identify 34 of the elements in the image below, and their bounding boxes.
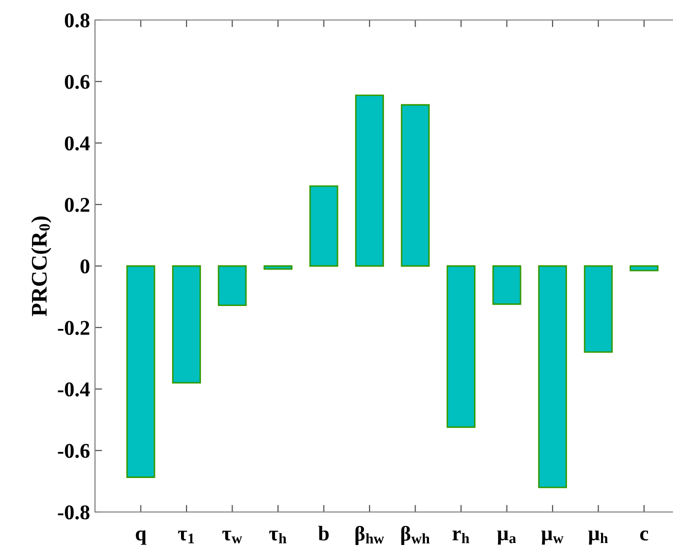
bar xyxy=(492,265,522,305)
y-tick-label: 0.2 xyxy=(64,198,90,212)
x-tick-label: b xyxy=(318,526,329,541)
bar xyxy=(218,265,247,306)
y-tick-label: -0.8 xyxy=(58,505,90,520)
bar xyxy=(538,265,567,488)
bar xyxy=(630,265,658,272)
x-tick-label: q xyxy=(136,530,146,545)
bar xyxy=(172,265,201,384)
x-tick-label: μ$_{w}$ xyxy=(541,530,564,545)
x-tick-label: β$_{wh}$ xyxy=(401,526,430,545)
y-tick-label: -0.4 xyxy=(58,382,90,397)
x-tick-label: τ$_{1}$ xyxy=(178,530,194,544)
x-tick-label: μ$_{a}$ xyxy=(497,530,516,545)
y-tick-label: -0.2 xyxy=(58,320,90,336)
x-tick-label: r$_{h}$ xyxy=(452,530,470,544)
y-tick-label: 0.8 xyxy=(64,13,90,28)
bar xyxy=(446,265,476,428)
bar xyxy=(584,265,613,353)
bar xyxy=(126,265,156,478)
y-axis-title: PRCC(R$_{0}$) xyxy=(31,216,52,316)
y-tick-label: 0 xyxy=(80,259,90,274)
bar xyxy=(264,265,292,270)
x-tick-label: τ$_{h}$ xyxy=(269,530,286,544)
x-tick-label: μ$_{h}$ xyxy=(588,530,608,545)
bar xyxy=(400,104,430,267)
bar xyxy=(355,94,384,267)
x-tick-label: c xyxy=(640,530,648,541)
y-tick-label: -0.6 xyxy=(58,444,90,458)
y-tick-label: 0.6 xyxy=(64,74,90,90)
bar xyxy=(309,185,338,267)
y-tick-label: 0.4 xyxy=(64,136,90,151)
x-tick-label: β$_{hw}$ xyxy=(356,526,384,545)
x-tick-label: τ$_{w}$ xyxy=(222,530,242,544)
